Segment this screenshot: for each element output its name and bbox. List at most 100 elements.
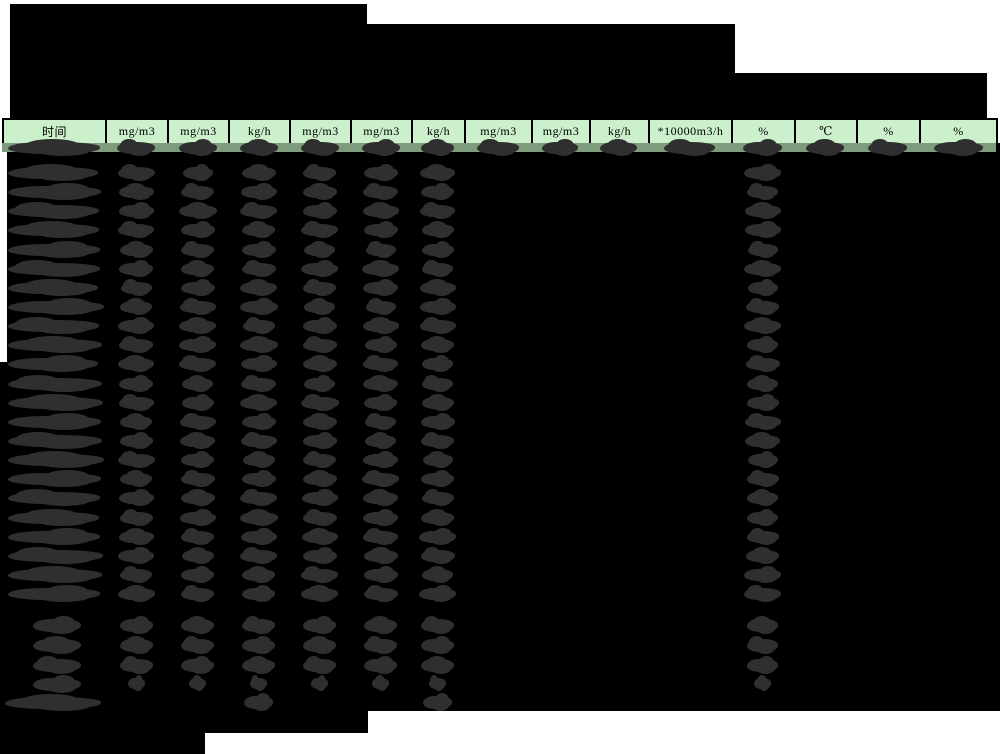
redacted-summary-value (242, 616, 275, 634)
redacted-summary-value (120, 636, 153, 654)
redacted-cell-value (363, 528, 398, 545)
redacted-cell-value (363, 183, 398, 200)
redacted-cell-value (303, 355, 337, 372)
redacted-cell-value (421, 470, 454, 487)
redacted-cell-value (303, 164, 336, 181)
redacted-cell-value (419, 528, 456, 545)
redacted-summary-value (244, 693, 273, 711)
redacted-cell-value (421, 413, 455, 430)
redacted-cell-value (303, 317, 337, 334)
redacted-cell-value (363, 355, 398, 372)
redacted-cell-value (181, 241, 214, 258)
redacted-cell-value (179, 202, 217, 219)
redacted-cell-value (241, 355, 277, 372)
redacted-cell-value (745, 413, 781, 430)
redacted-timestamp (8, 336, 102, 353)
redacted-cell-value (241, 375, 276, 392)
header-cell-6: kg/h (411, 118, 464, 143)
redacted-cell-value (179, 355, 216, 372)
header-cell-4: mg/m3 (289, 118, 350, 143)
redacted-timestamp (8, 566, 102, 583)
redacted-cell-value (363, 317, 399, 334)
redacted-cell-value (304, 298, 335, 315)
redacted-footer-block-narrow (0, 733, 205, 754)
redacted-cell-value (422, 375, 453, 392)
redacted-timestamp (8, 528, 100, 545)
redacted-cell-value (366, 298, 396, 315)
redacted-cell-value (241, 528, 277, 545)
redacted-summary-value (181, 636, 214, 654)
redacted-cell-value (240, 547, 277, 564)
redacted-summary-value (747, 636, 778, 654)
redacted-cell-value (242, 221, 275, 238)
redacted-cell-value (746, 547, 779, 564)
redacted-cell-value (364, 221, 398, 238)
redacted-timestamp (8, 547, 103, 564)
header-cell-12: ℃ (794, 118, 856, 143)
redacted-cell-value (421, 183, 454, 200)
table-body-background-upper (7, 143, 1000, 362)
redacted-summary-value (303, 616, 336, 634)
redacted-summary-value (364, 616, 397, 634)
redacted-cell-value (301, 585, 338, 602)
redacted-cell-value (746, 298, 779, 315)
redacted-cell-value (744, 317, 781, 334)
redacted-cell-value (363, 509, 398, 526)
redacted-cell-value (119, 489, 154, 506)
redacted-cell-value (422, 489, 454, 506)
redacted-cell-value (304, 375, 335, 392)
redacted-cell-value (301, 221, 338, 238)
redacted-cell-value (303, 547, 337, 564)
redacted-cell-value (303, 202, 337, 219)
redacted-summary-value (189, 675, 206, 691)
redacted-summary-value (120, 616, 153, 634)
redacted-cell-value (746, 355, 780, 372)
redacted-summary-value (423, 693, 452, 711)
redacted-cell-value (421, 336, 454, 353)
redacted-subheader-label-col9 (600, 139, 637, 156)
redacted-cell-value (182, 394, 214, 411)
redacted-summary-value (181, 656, 214, 674)
redacted-cell-value (119, 394, 154, 411)
redacted-summary-label (33, 636, 81, 654)
redacted-cell-value (303, 451, 336, 468)
redacted-cell-value (303, 279, 336, 296)
redacted-cell-value (745, 432, 780, 449)
redacted-summary-label (33, 656, 81, 674)
redacted-cell-value (748, 241, 778, 258)
header-cell-8: mg/m3 (531, 118, 589, 143)
redacted-cell-value (240, 298, 278, 315)
redacted-timestamp (8, 298, 104, 315)
redacted-cell-value (179, 317, 216, 334)
redacted-cell-value (747, 470, 779, 487)
redacted-cell-value (183, 164, 213, 181)
header-cell-9: kg/h (589, 118, 648, 143)
redacted-timestamp (8, 279, 98, 296)
redacted-summary-value (421, 636, 454, 654)
redacted-timestamp (8, 432, 102, 449)
redacted-subheader-label-col12 (806, 139, 844, 156)
redacted-subtitle-block (10, 24, 735, 73)
redacted-summary-value (311, 675, 328, 691)
redacted-cell-value (240, 336, 278, 353)
redacted-footer-block-wide (0, 711, 368, 733)
redacted-subheader-label-col1 (117, 139, 155, 156)
header-cell-14: % (919, 118, 998, 143)
redacted-cell-value (747, 336, 778, 353)
redacted-cell-value (302, 489, 338, 506)
redacted-cell-value (118, 164, 155, 181)
redacted-cell-value (243, 317, 275, 334)
redacted-cell-value (242, 413, 276, 430)
redacted-subheader-label-col10 (664, 139, 715, 156)
redacted-cell-value (365, 336, 397, 353)
redacted-subheader-label-col2 (179, 139, 217, 156)
redacted-cell-value (241, 183, 277, 200)
redacted-cell-value (302, 528, 338, 545)
redacted-subheader-label-col7 (477, 139, 519, 156)
redacted-summary-value (303, 656, 336, 674)
redacted-summary-value (747, 616, 778, 634)
redacted-cell-value (420, 298, 456, 315)
redacted-cell-value (242, 260, 276, 277)
redacted-cell-value (422, 355, 453, 372)
